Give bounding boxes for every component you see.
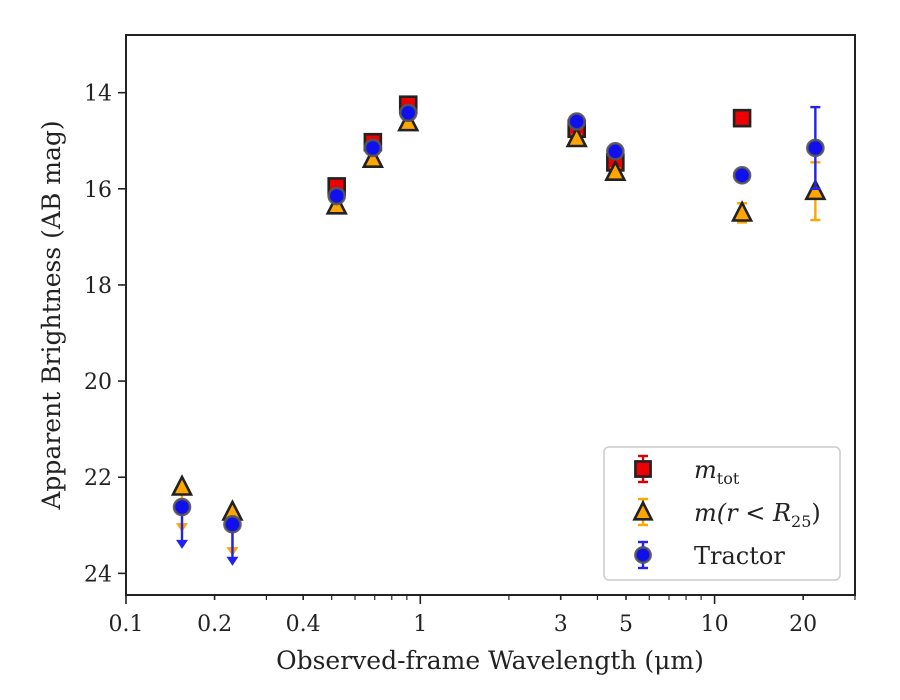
plot-frame bbox=[125, 34, 856, 596]
upper-limit-arrow bbox=[176, 539, 189, 549]
data-point bbox=[567, 112, 587, 131]
x-axis-title: Observed-frame Wavelength (μm) bbox=[276, 646, 704, 675]
circle-marker bbox=[806, 138, 825, 158]
legend-label-sub: tot bbox=[717, 469, 740, 488]
x-tick-label: 20 bbox=[789, 612, 817, 637]
data-point bbox=[732, 166, 752, 185]
legend-entry: m(r < R25) bbox=[632, 497, 821, 531]
data-layer bbox=[170, 95, 827, 566]
triangle-marker bbox=[361, 146, 384, 168]
legend-entry: Tractor bbox=[634, 540, 785, 570]
legend-label-sub: 25 bbox=[791, 512, 811, 531]
series-square bbox=[327, 95, 752, 196]
x-axis: 0.1 0.2 0.4 1 3 5 10 20 bbox=[109, 595, 856, 637]
legend-box bbox=[603, 446, 841, 581]
circle-marker bbox=[634, 546, 652, 564]
y-axis-title: Apparent Brightness (AB mag) bbox=[37, 120, 66, 510]
legend: mtot m(r < R25) Tractor bbox=[603, 446, 841, 581]
square-marker bbox=[732, 108, 752, 128]
data-point bbox=[398, 103, 418, 123]
data-point bbox=[604, 159, 627, 181]
x-tick-label: 1 bbox=[413, 612, 427, 637]
triangle-marker bbox=[565, 125, 588, 148]
data-point bbox=[606, 142, 625, 161]
legend-label-base: m(r < R bbox=[694, 499, 791, 527]
series-circle bbox=[172, 103, 825, 566]
triangle-marker bbox=[632, 499, 654, 521]
circle-marker bbox=[327, 186, 347, 206]
legend-label-tail: ) bbox=[811, 499, 820, 527]
data-point bbox=[565, 125, 588, 148]
x-tick-label: 10 bbox=[701, 612, 729, 637]
x-tick-label: 5 bbox=[619, 612, 633, 637]
triangle-marker bbox=[730, 200, 754, 222]
y-tick-label: 24 bbox=[84, 562, 112, 587]
y-tick-label: 16 bbox=[84, 178, 112, 203]
legend-entry: mtot bbox=[634, 454, 740, 488]
data-point bbox=[730, 200, 754, 224]
circle-marker bbox=[567, 112, 587, 131]
square-marker bbox=[634, 460, 652, 478]
triangle-marker bbox=[170, 474, 194, 496]
y-tick-label: 20 bbox=[84, 370, 112, 395]
triangle-marker bbox=[604, 159, 627, 181]
circle-marker bbox=[172, 497, 192, 517]
triangle-marker bbox=[804, 178, 827, 201]
x-tick-label: 0.1 bbox=[109, 612, 144, 637]
circle-marker bbox=[363, 138, 383, 158]
data-point bbox=[327, 186, 347, 206]
circle-marker bbox=[223, 515, 242, 534]
y-tick-label: 18 bbox=[84, 274, 112, 299]
data-point bbox=[806, 105, 825, 191]
data-point bbox=[732, 108, 752, 128]
legend-label-base: Tractor bbox=[694, 542, 785, 570]
x-tick-label: 3 bbox=[554, 612, 568, 637]
y-tick-label: 14 bbox=[84, 82, 112, 107]
data-point bbox=[804, 161, 827, 222]
data-point bbox=[363, 138, 383, 158]
circle-marker bbox=[732, 166, 752, 185]
x-tick-label: 0.2 bbox=[197, 612, 232, 637]
legend-label: mtot bbox=[694, 456, 740, 488]
data-point bbox=[223, 515, 242, 566]
upper-limit-arrow bbox=[226, 556, 239, 566]
y-tick-label: 22 bbox=[84, 466, 112, 491]
circle-marker bbox=[398, 103, 418, 123]
x-tick-label: 0.4 bbox=[286, 612, 321, 637]
circle-marker bbox=[606, 142, 625, 161]
legend-label: m(r < R25) bbox=[694, 499, 821, 531]
legend-label-base: m bbox=[694, 456, 717, 484]
y-axis: 14 16 18 20 22 24 bbox=[84, 82, 126, 587]
legend-label: Tractor bbox=[694, 542, 785, 570]
data-point bbox=[172, 497, 192, 549]
